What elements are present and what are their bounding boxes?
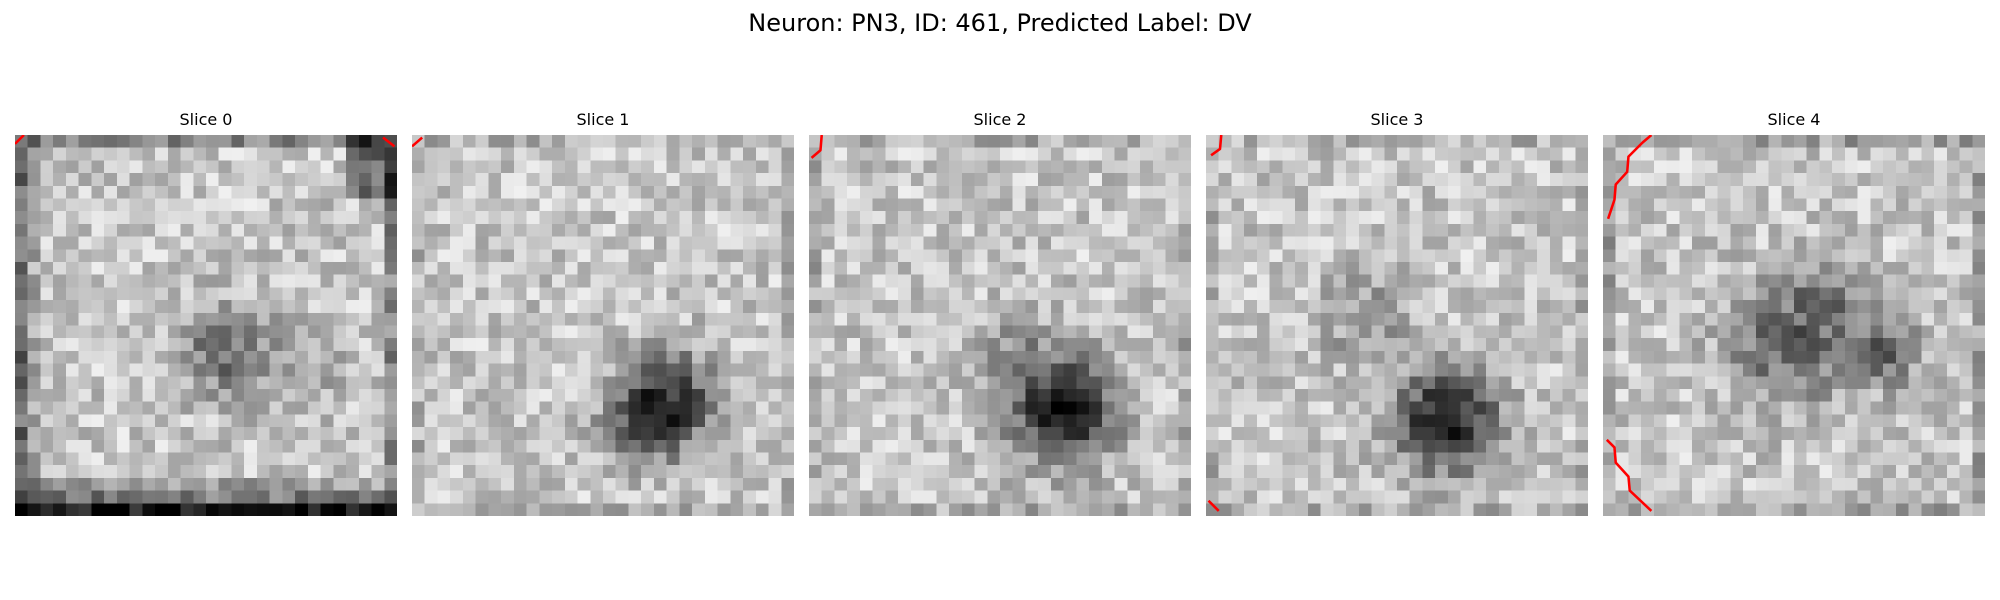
slice-3-contour <box>1207 135 1223 512</box>
slice-1-image <box>412 135 794 516</box>
slice-3-title: Slice 3 <box>1370 110 1424 129</box>
slice-0-contour <box>15 135 396 148</box>
slice-3-heatmap <box>1206 135 1588 516</box>
slice-2-image <box>809 135 1191 516</box>
slice-2-contour-line-0 <box>810 135 824 159</box>
figure-title: Neuron: PN3, ID: 461, Predicted Label: D… <box>748 9 1252 37</box>
slice-1-contour-line-0 <box>412 136 424 148</box>
slice-4-contour <box>1605 135 1653 512</box>
slice-0-image <box>15 135 397 516</box>
slice-0-title: Slice 0 <box>179 110 233 129</box>
slice-2-contour <box>810 135 824 159</box>
slice-4-contour-line-1 <box>1605 438 1653 512</box>
slice-2-heatmap <box>809 135 1191 516</box>
slice-2-title: Slice 2 <box>973 110 1027 129</box>
slice-4-contour-line-0 <box>1606 135 1653 220</box>
slice-3-contour-line-1 <box>1207 499 1220 512</box>
slice-4-title: Slice 4 <box>1767 110 1821 129</box>
slice-0-heatmap <box>15 135 397 516</box>
slice-3-image <box>1206 135 1588 516</box>
slice-1-contour <box>412 136 424 148</box>
slice-4-image <box>1603 135 1985 516</box>
slice-1-title: Slice 1 <box>576 110 630 129</box>
slice-0-contour-line-0 <box>15 135 25 145</box>
slice-1-heatmap <box>412 135 794 516</box>
slice-3-contour-line-0 <box>1210 135 1223 157</box>
slice-4-heatmap <box>1603 135 1985 516</box>
slice-0-contour-line-1 <box>382 136 396 148</box>
